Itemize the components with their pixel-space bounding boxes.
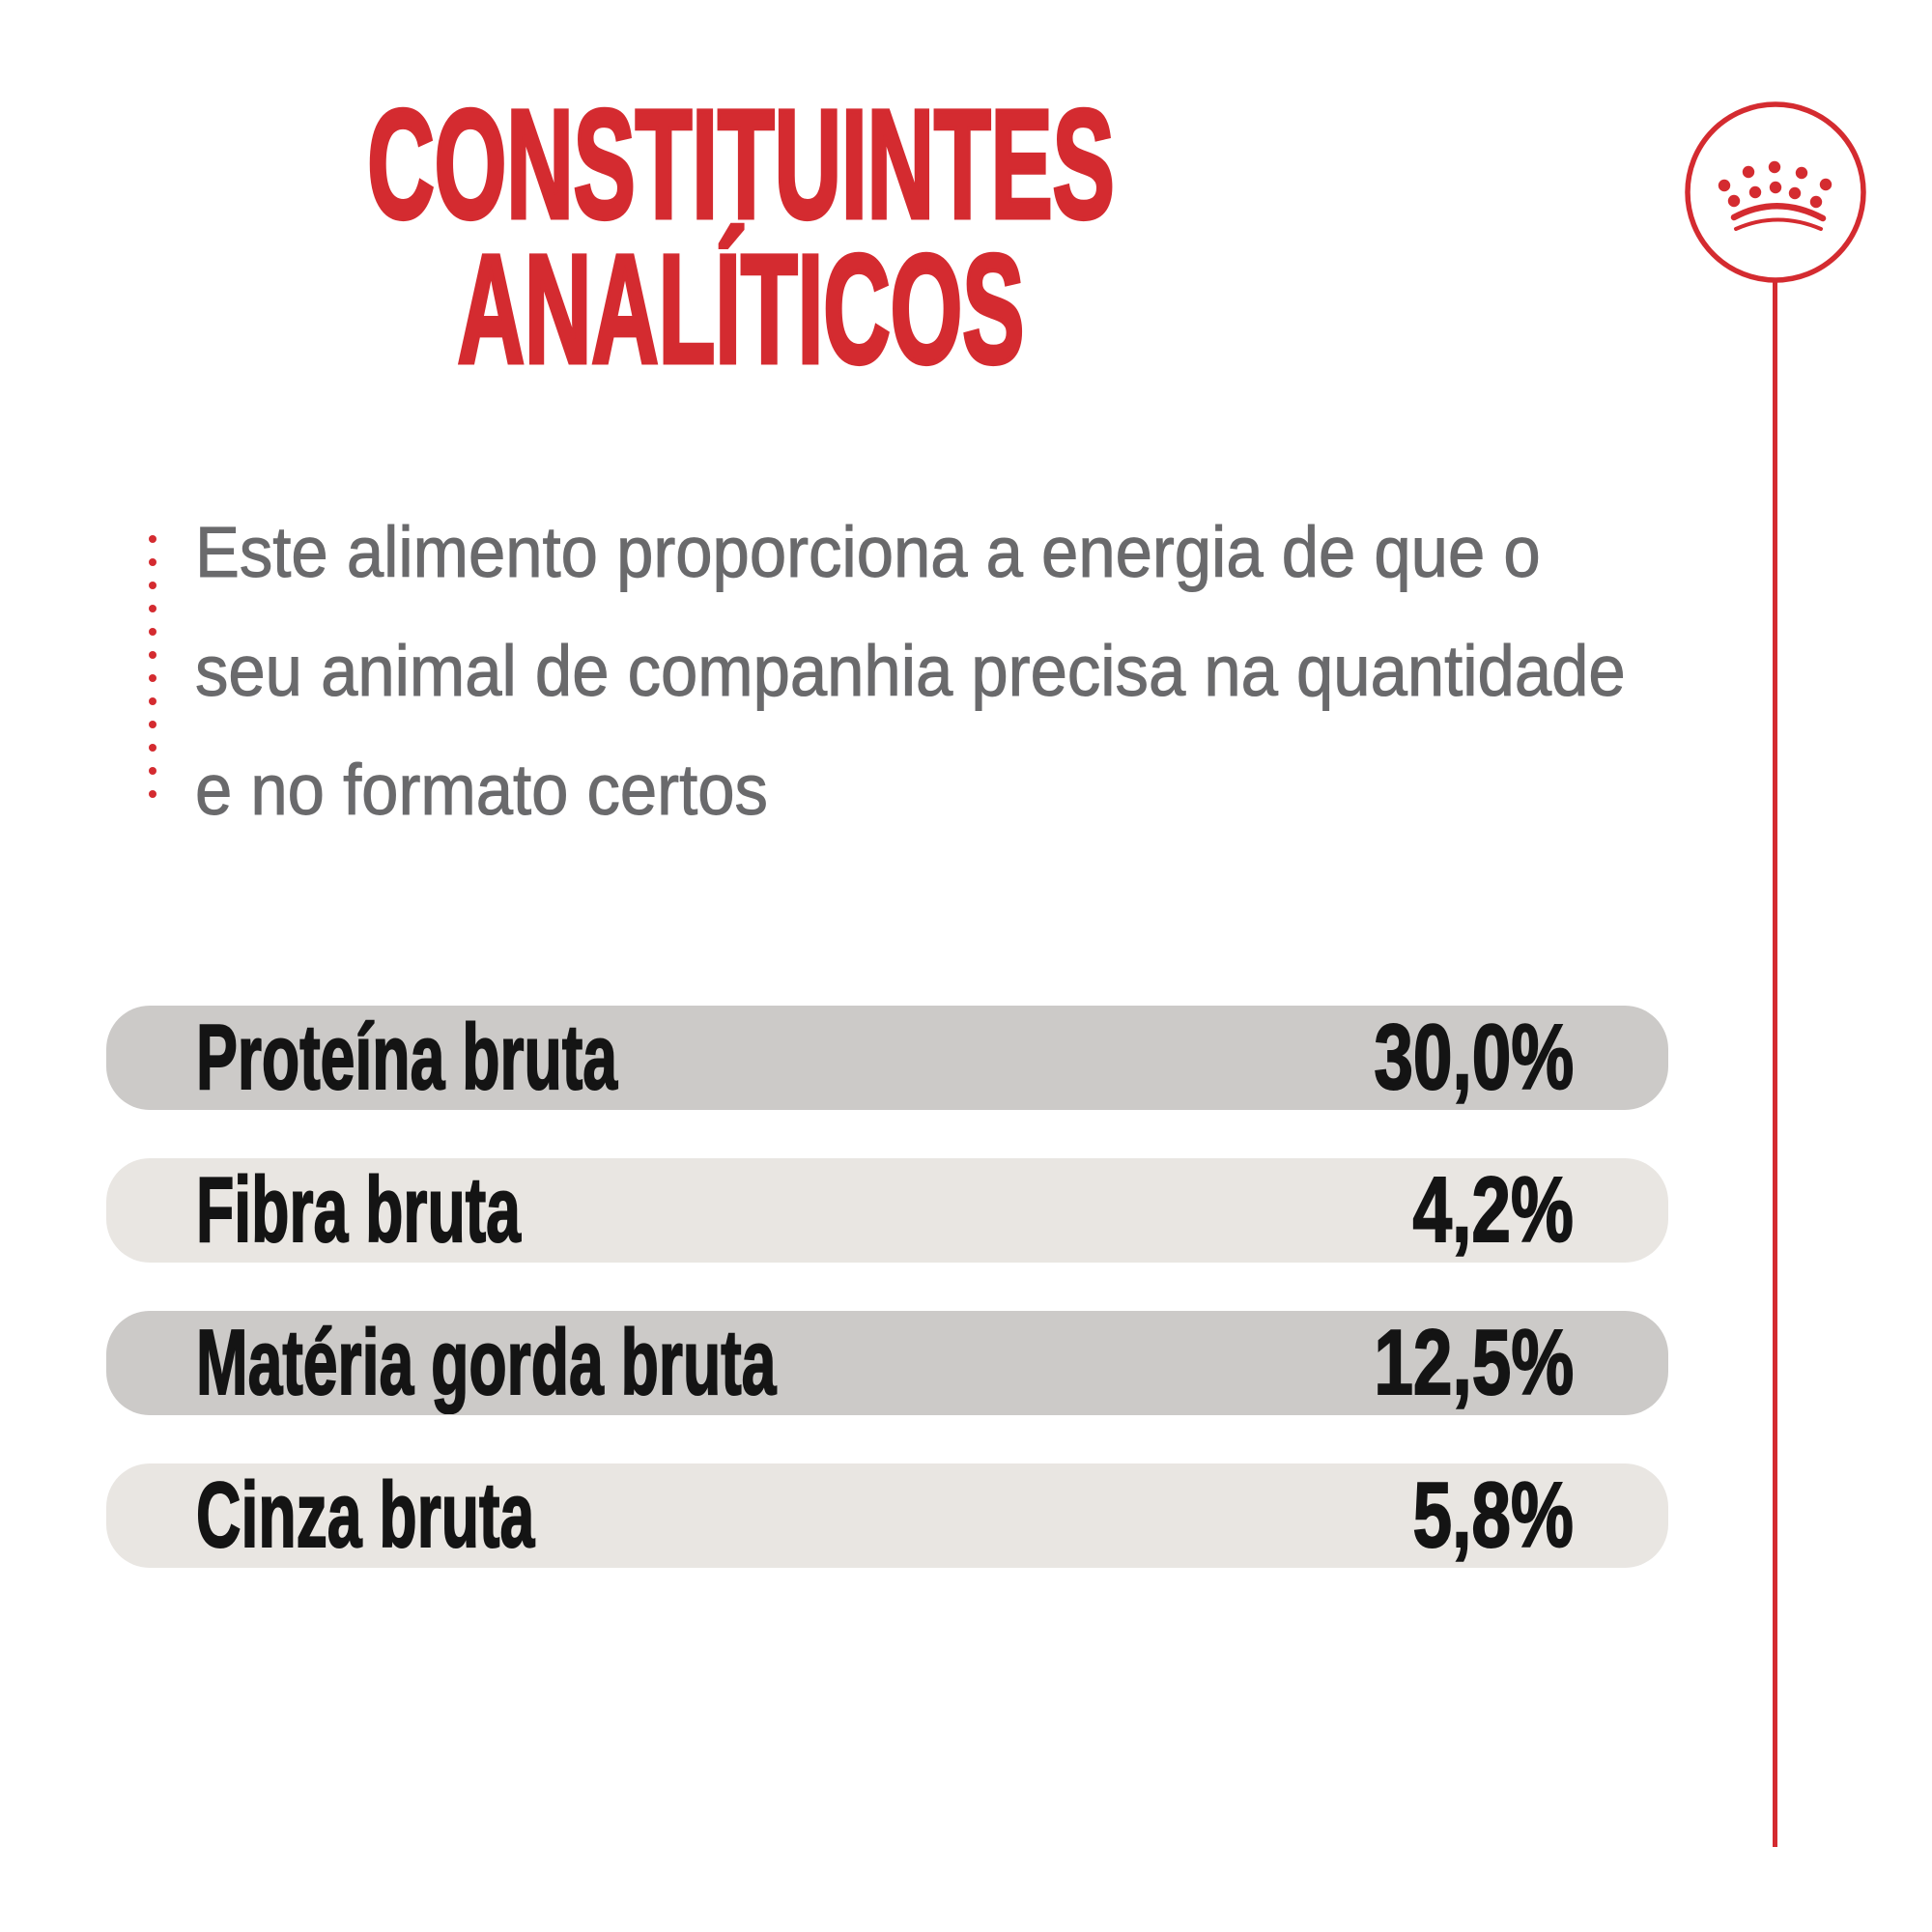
nutrient-value: 5,8% xyxy=(1412,1463,1575,1567)
title-line-2: ANALÍTICOS xyxy=(456,222,1026,395)
nutrient-label: Matéria gorda bruta xyxy=(195,1311,777,1414)
page-title: CONSTITUINTES ANALÍTICOS xyxy=(297,77,1185,395)
nutrient-label: Proteína bruta xyxy=(195,1006,618,1109)
nutrient-row: Matéria gorda bruta 12,5% xyxy=(106,1311,1668,1415)
nutrient-row: Cinza bruta 5,8% xyxy=(106,1463,1668,1568)
nutrient-value: 12,5% xyxy=(1373,1311,1574,1414)
nutrient-value: 30,0% xyxy=(1373,1006,1574,1109)
description-line: Este alimento proporciona a energia de q… xyxy=(195,512,1542,593)
description-line: seu animal de companhia precisa na quant… xyxy=(195,631,1627,712)
royal-canin-crown-icon xyxy=(1685,101,1866,283)
nutrient-label: Fibra bruta xyxy=(195,1158,521,1262)
dotted-line-decoration xyxy=(149,535,156,798)
vertical-rule-decoration xyxy=(1773,281,1777,1847)
nutrient-row: Fibra bruta 4,2% xyxy=(106,1158,1668,1263)
nutrient-row: Proteína bruta 30,0% xyxy=(106,1006,1668,1110)
nutrient-label: Cinza bruta xyxy=(195,1463,535,1567)
description-line: e no formato certos xyxy=(195,750,769,831)
description-text: Este alimento proporciona a energia de q… xyxy=(195,493,1627,849)
title-line-1: CONSTITUINTES xyxy=(366,77,1116,250)
nutrient-value: 4,2% xyxy=(1412,1158,1575,1262)
nutrient-table: Proteína bruta 30,0% Fibra bruta 4,2% Ma… xyxy=(106,1006,1668,1616)
